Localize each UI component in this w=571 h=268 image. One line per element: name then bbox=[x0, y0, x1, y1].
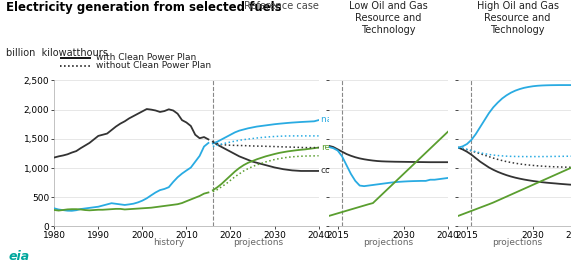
Text: billion  kilowatthours: billion kilowatthours bbox=[6, 48, 107, 58]
Text: projections: projections bbox=[493, 239, 542, 247]
Text: natural gas: natural gas bbox=[321, 115, 372, 124]
Text: renewables: renewables bbox=[321, 143, 373, 151]
Text: Low Oil and Gas
Resource and
Technology: Low Oil and Gas Resource and Technology bbox=[349, 1, 428, 35]
Text: projections: projections bbox=[233, 239, 283, 247]
Text: High Oil and Gas
Resource and
Technology: High Oil and Gas Resource and Technology bbox=[477, 1, 558, 35]
Text: Reference case: Reference case bbox=[244, 1, 319, 11]
Text: Electricity generation from selected fuels: Electricity generation from selected fue… bbox=[6, 1, 282, 14]
Text: coal: coal bbox=[321, 166, 339, 176]
Text: without Clean Power Plan: without Clean Power Plan bbox=[96, 61, 211, 70]
Text: projections: projections bbox=[363, 239, 413, 247]
Text: with Clean Power Plan: with Clean Power Plan bbox=[96, 53, 196, 62]
Text: eia: eia bbox=[9, 250, 30, 263]
Text: history: history bbox=[154, 239, 185, 247]
